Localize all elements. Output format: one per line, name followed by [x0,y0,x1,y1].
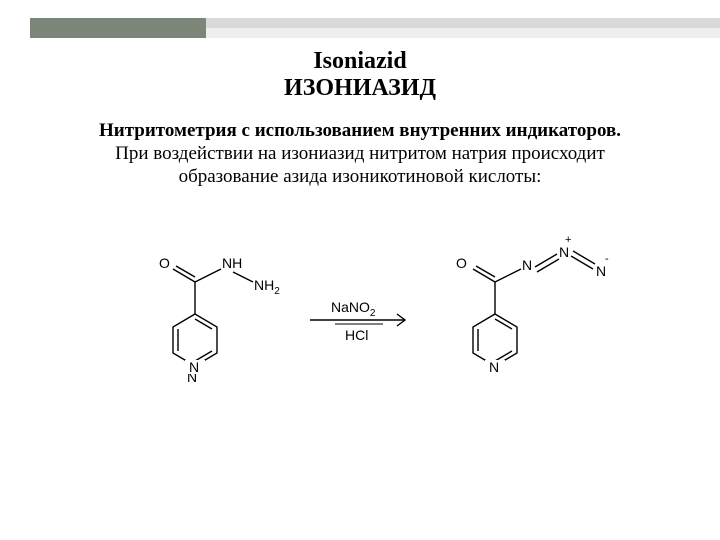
right-N3-charge: - [605,253,609,265]
right-N2: N [559,244,569,260]
title-russian: ИЗОНИАЗИД [0,75,720,102]
reagent-labels: NaNO2 HCl [331,299,383,343]
title-block: Isoniazid ИЗОНИАЗИД [0,48,720,102]
header-bar-top [206,18,720,28]
reagent-bot: HCl [345,327,368,343]
body-line3: образование азида изоникотиновой кислоты… [179,166,542,187]
left-ring-N2: N [189,359,199,375]
right-molecule [473,251,595,366]
right-O: O [456,255,467,271]
right-N1: N [522,257,532,273]
header-band [0,18,720,38]
accent-strip [30,18,206,38]
left-labels: O NH NH2 N [159,255,280,385]
left-molecule [173,266,253,366]
left-NH2: NH2 [254,277,280,297]
left-O: O [159,255,170,271]
body-line1: Нитритометрия с использованием внутренни… [99,120,621,141]
body-text: Нитритометрия с использованием внутренни… [40,120,680,188]
left-NH: NH [222,255,242,271]
header-bar-bottom [206,28,720,38]
body-line2: При воздействии на изониазид нитритом на… [115,143,605,164]
title-ru-rest: ЗОНИАЗИД [303,75,436,101]
right-ring-N: N [489,359,499,375]
reagent-top: NaNO2 [331,299,376,319]
title-ru-first: И [284,75,303,101]
right-N2-charge: + [565,234,571,246]
title-english: Isoniazid [0,48,720,75]
right-N3: N [596,263,606,279]
reaction-diagram: O NH NH2 N N NaNO2 HCl O [105,220,615,420]
